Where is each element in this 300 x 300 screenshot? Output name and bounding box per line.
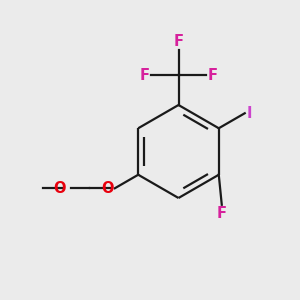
Text: I: I (247, 106, 252, 121)
Text: F: F (207, 68, 218, 82)
Text: F: F (217, 206, 227, 221)
Text: F: F (140, 68, 150, 82)
Text: O: O (101, 181, 113, 196)
Text: O: O (53, 181, 66, 196)
Text: F: F (173, 34, 184, 49)
